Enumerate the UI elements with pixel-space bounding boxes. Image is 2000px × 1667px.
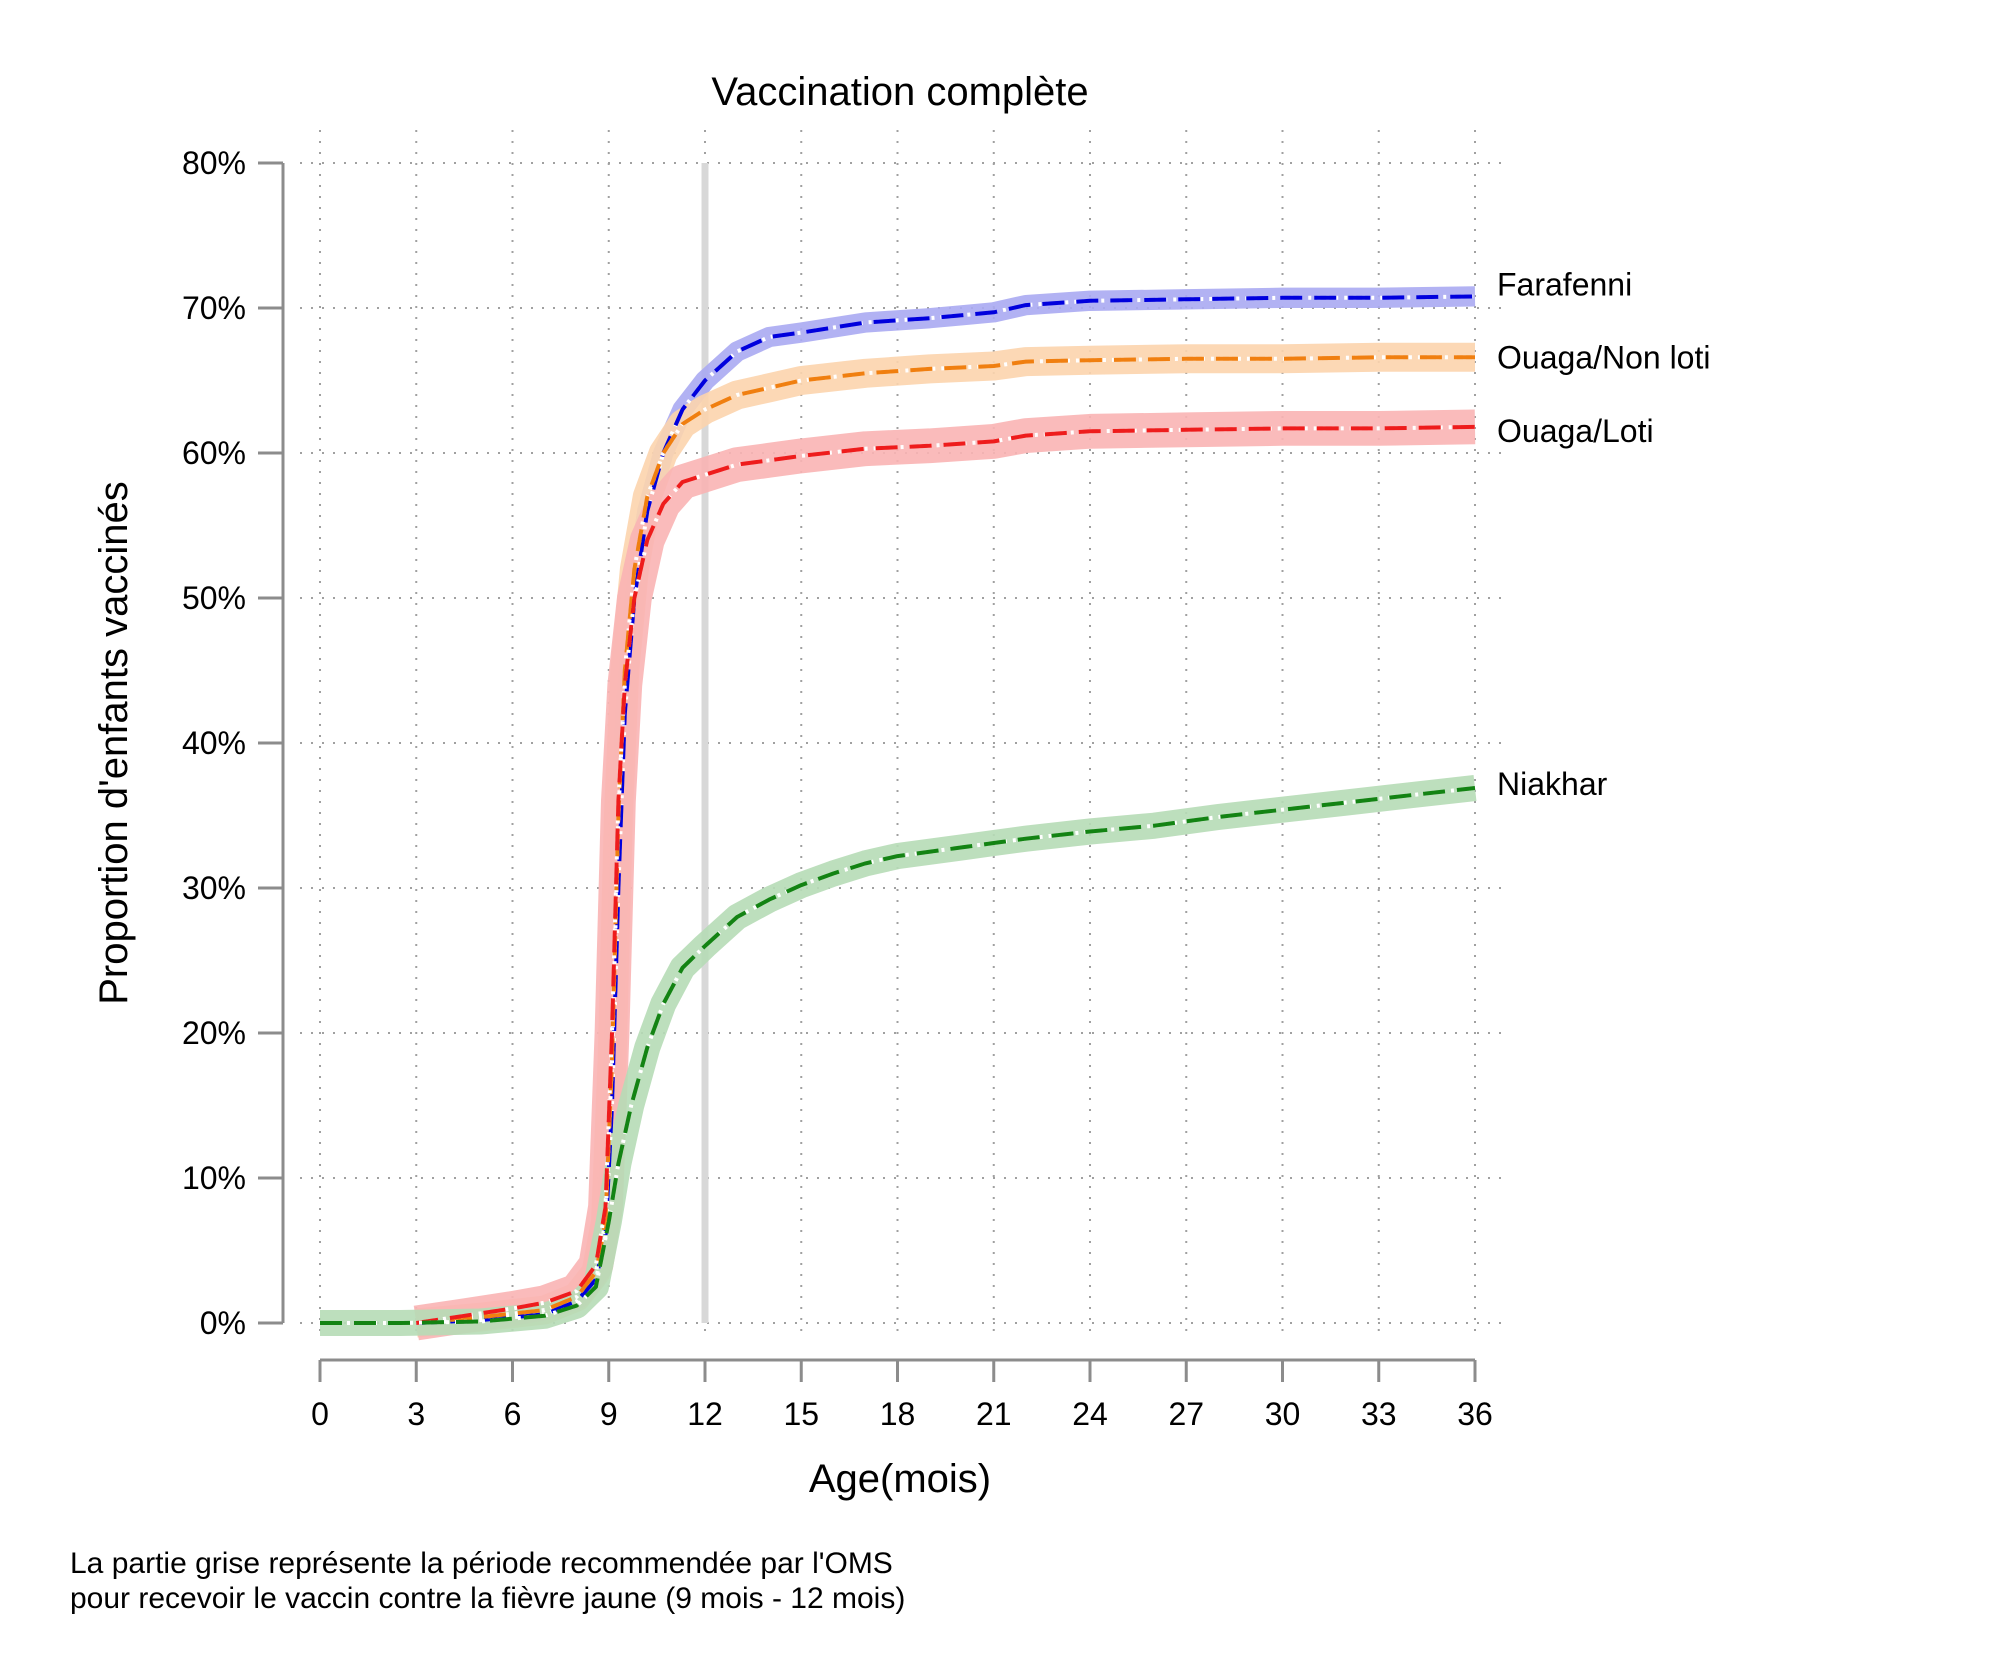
x-tick-label-21: 21 bbox=[976, 1396, 1012, 1432]
series-line-ouaga-loti bbox=[416, 424, 1476, 1325]
x-tick-label-33: 33 bbox=[1361, 1396, 1397, 1432]
series-label-farafenni: Farafenni bbox=[1497, 266, 1632, 302]
y-tick-label-80: 80% bbox=[182, 145, 246, 181]
x-axis: 0 3 6 9 12 15 18 21 24 27 30 33 36 bbox=[311, 1358, 1493, 1432]
series-label-niakhar: Niakhar bbox=[1497, 766, 1608, 802]
y-tick-label-0: 0% bbox=[200, 1305, 246, 1341]
x-tick-label-18: 18 bbox=[880, 1396, 916, 1432]
band-ouaga-loti bbox=[413, 409, 1476, 1341]
footnote-line-1: La partie grise représente la période re… bbox=[70, 1547, 893, 1580]
x-tick-label-27: 27 bbox=[1168, 1396, 1204, 1432]
x-axis-label: Age(mois) bbox=[809, 1457, 991, 1501]
chart-title: Vaccination complète bbox=[711, 70, 1088, 114]
series-line-dashed-ouaga-non-loti bbox=[416, 355, 1475, 1325]
y-tick-label-70: 70% bbox=[182, 290, 246, 326]
y-axis-label: Proportion d'enfants vaccinés bbox=[92, 481, 136, 1005]
footnote-line-2: pour recevoir le vaccin contre la fièvre… bbox=[70, 1582, 905, 1615]
series-line-dashed-ouaga-loti bbox=[416, 424, 1476, 1325]
x-tick-label-9: 9 bbox=[600, 1396, 618, 1432]
y-tick-label-50: 50% bbox=[182, 580, 246, 616]
y-axis: 0% 10% 20% 30% 40% 50% 60% 70% 80% bbox=[182, 145, 285, 1341]
x-tick-label-36: 36 bbox=[1457, 1396, 1493, 1432]
x-tick-label-12: 12 bbox=[687, 1396, 723, 1432]
series-lines bbox=[320, 294, 1476, 1325]
series-line-dashed-niakhar bbox=[320, 786, 1476, 1325]
series-label-ouaga-non-loti: Ouaga/Non loti bbox=[1497, 339, 1710, 375]
confidence-bands bbox=[320, 286, 1477, 1341]
x-tick-label-0: 0 bbox=[311, 1396, 329, 1432]
y-tick-label-20: 20% bbox=[182, 1015, 246, 1051]
x-tick-label-6: 6 bbox=[504, 1396, 522, 1432]
y-tick-label-30: 30% bbox=[182, 870, 246, 906]
x-tick-label-15: 15 bbox=[783, 1396, 819, 1432]
x-tick-label-3: 3 bbox=[407, 1396, 425, 1432]
x-tick-label-24: 24 bbox=[1072, 1396, 1108, 1432]
series-line-niakhar bbox=[320, 786, 1476, 1325]
x-tick-label-30: 30 bbox=[1265, 1396, 1301, 1432]
y-tick-label-40: 40% bbox=[182, 725, 246, 761]
y-tick-label-10: 10% bbox=[182, 1160, 246, 1196]
series-label-ouaga-loti: Ouaga/Loti bbox=[1497, 413, 1654, 449]
y-tick-label-60: 60% bbox=[182, 435, 246, 471]
series-labels: Farafenni Ouaga/Non loti Ouaga/Loti Niakhar bbox=[1497, 266, 1710, 802]
